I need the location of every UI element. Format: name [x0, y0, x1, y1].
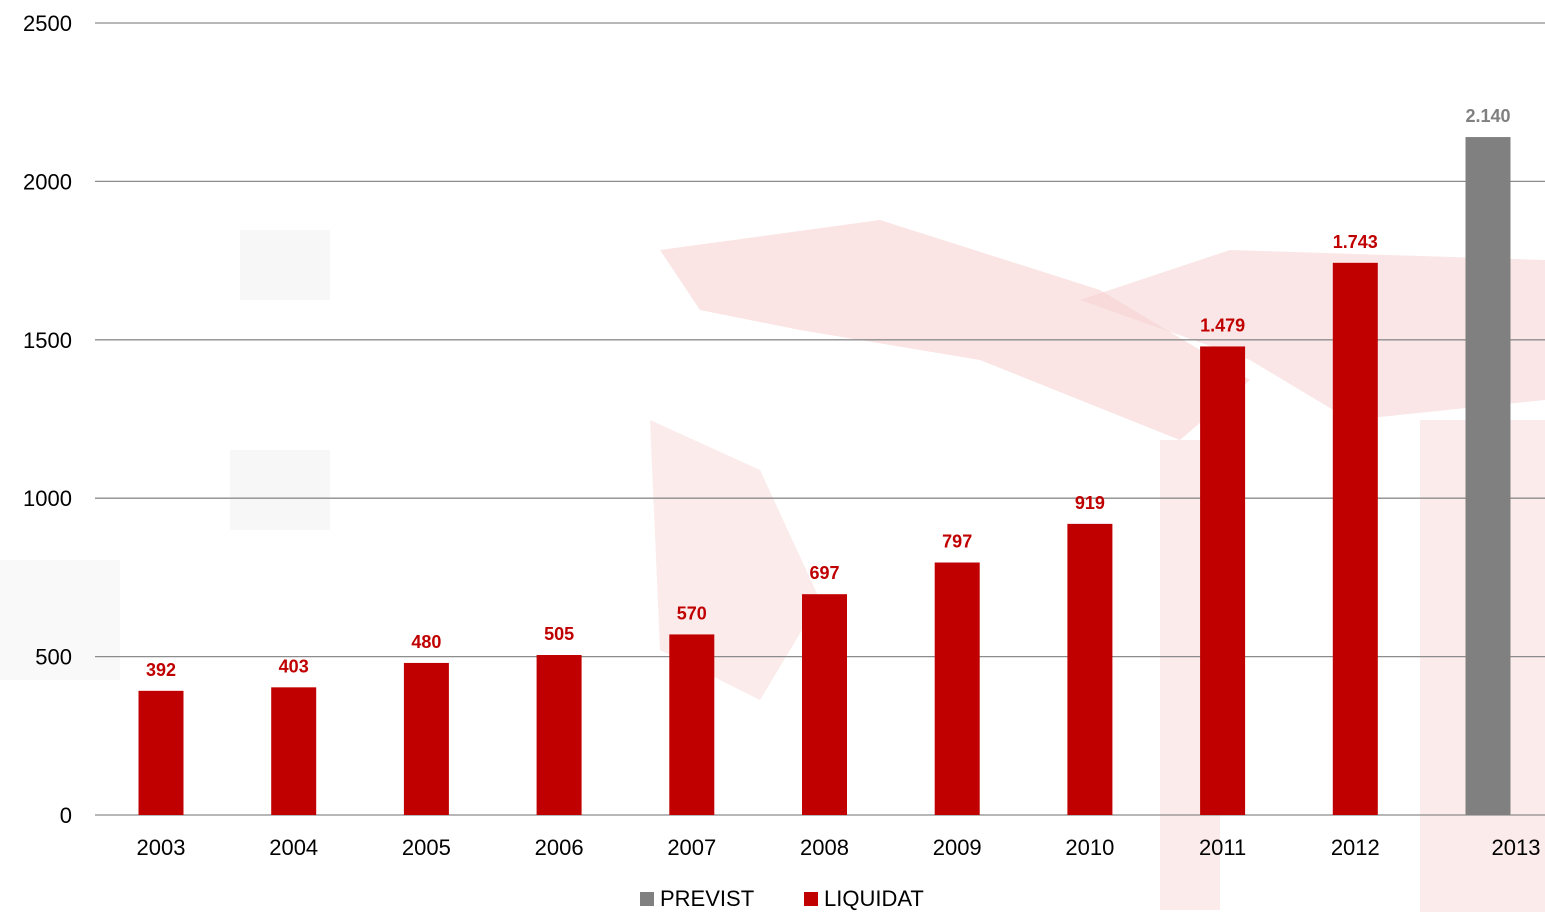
bar	[536, 655, 582, 815]
y-tick-label: 2500	[23, 11, 72, 36]
x-tick-label: 2006	[535, 835, 584, 860]
x-tick-label: 2010	[1065, 835, 1114, 860]
data-label: 570	[677, 603, 707, 623]
watermark-ribbon-left	[650, 420, 820, 700]
legend-swatch	[640, 892, 654, 906]
bar	[1067, 523, 1113, 815]
legend-label: PREVIST	[660, 886, 754, 911]
data-label: 697	[809, 563, 839, 583]
data-label: 1.743	[1333, 232, 1378, 252]
data-label: 403	[279, 656, 309, 676]
x-tick-label: 2003	[137, 835, 186, 860]
bar	[669, 634, 715, 815]
bar	[1200, 346, 1246, 815]
legend: PREVIST LIQUIDAT	[640, 886, 924, 911]
x-tick-label: 2013	[1492, 835, 1541, 860]
y-tick-label: 1000	[23, 486, 72, 511]
bars	[138, 137, 1511, 816]
watermark-grey-block-2	[230, 450, 330, 530]
watermark-ribbon-right	[1080, 250, 1545, 420]
y-tick-label: 1500	[23, 328, 72, 353]
bar	[1332, 262, 1378, 815]
data-label: 919	[1075, 493, 1105, 513]
data-labels: 392 403 480 505 570 697 797 919 1.479 1.743 2.140	[146, 106, 1511, 680]
watermark-grey-block-1	[240, 230, 330, 300]
bar	[802, 594, 847, 815]
x-tick-label: 2011	[1199, 835, 1246, 860]
x-tick-label: 2007	[667, 835, 716, 860]
watermark-logo	[0, 220, 1545, 912]
y-tick-label: 2000	[23, 169, 72, 194]
bar	[138, 690, 184, 815]
bar	[403, 662, 449, 815]
x-tick-label: 2004	[269, 835, 318, 860]
bar	[271, 687, 317, 815]
x-tick-label: 2009	[933, 835, 982, 860]
data-label: 2.140	[1465, 106, 1510, 126]
data-label: 505	[544, 624, 574, 644]
data-label: 480	[411, 632, 441, 652]
bar	[1465, 137, 1511, 816]
x-tick-label: 2012	[1331, 835, 1380, 860]
y-tick-label: 500	[35, 645, 72, 670]
data-label: 1.479	[1200, 315, 1245, 335]
legend-swatch	[804, 892, 818, 906]
watermark-ribbon-top	[660, 220, 1250, 440]
x-tick-label: 2005	[402, 835, 451, 860]
y-axis-ticks: 0 500 1000 1500 2000 2500	[23, 11, 72, 828]
bar	[934, 562, 980, 815]
x-axis-ticks: 2003 2004 2005 2006 2007 2008 2009 2010 2011 2012…	[137, 835, 1541, 860]
data-label: 797	[942, 532, 972, 552]
x-tick-label: 2008	[800, 835, 849, 860]
watermark-grey-block-3	[0, 560, 120, 680]
data-label: 392	[146, 660, 176, 680]
y-tick-label: 0	[60, 803, 72, 828]
legend-label: LIQUIDAT	[824, 886, 924, 911]
